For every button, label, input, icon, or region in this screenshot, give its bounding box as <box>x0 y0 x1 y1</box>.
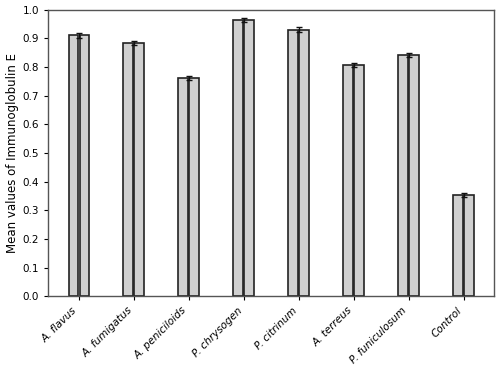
Y-axis label: Mean values of Immunoglobulin E: Mean values of Immunoglobulin E <box>6 53 18 253</box>
Bar <box>244 20 254 296</box>
Bar <box>80 35 90 296</box>
Bar <box>234 20 243 296</box>
Bar <box>454 195 463 296</box>
Bar <box>288 30 298 296</box>
Bar <box>190 78 200 296</box>
Bar <box>178 78 188 296</box>
Bar <box>464 195 474 296</box>
Bar <box>344 65 353 296</box>
Bar <box>354 65 364 296</box>
Bar <box>124 43 134 296</box>
Bar <box>300 30 310 296</box>
Bar <box>68 35 78 296</box>
Bar <box>134 43 144 296</box>
Bar <box>410 55 419 296</box>
Bar <box>398 55 408 296</box>
